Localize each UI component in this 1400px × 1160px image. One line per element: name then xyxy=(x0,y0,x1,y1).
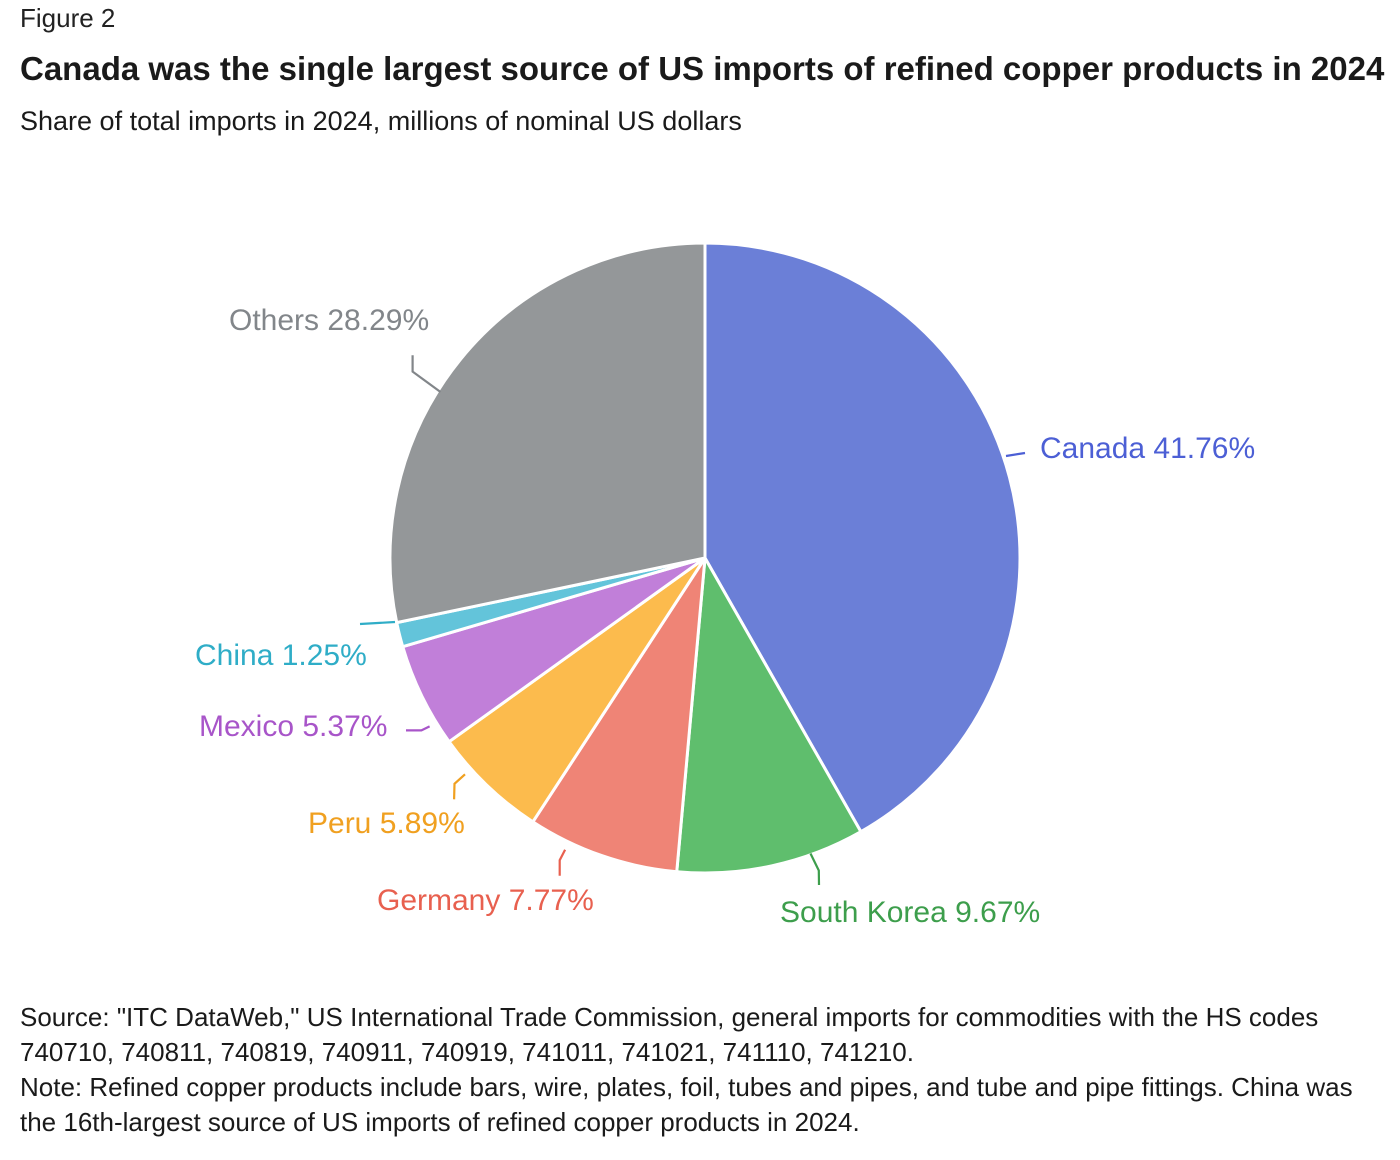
svg-text:China 1.25%: China 1.25% xyxy=(195,639,367,672)
svg-text:South Korea 9.67%: South Korea 9.67% xyxy=(780,896,1040,929)
svg-text:Mexico 5.37%: Mexico 5.37% xyxy=(199,710,387,743)
svg-text:Others 28.29%: Others 28.29% xyxy=(229,304,429,337)
svg-text:Peru 5.89%: Peru 5.89% xyxy=(308,807,465,840)
svg-text:Germany 7.77%: Germany 7.77% xyxy=(377,884,594,917)
svg-text:Canada 41.76%: Canada 41.76% xyxy=(1040,432,1255,465)
